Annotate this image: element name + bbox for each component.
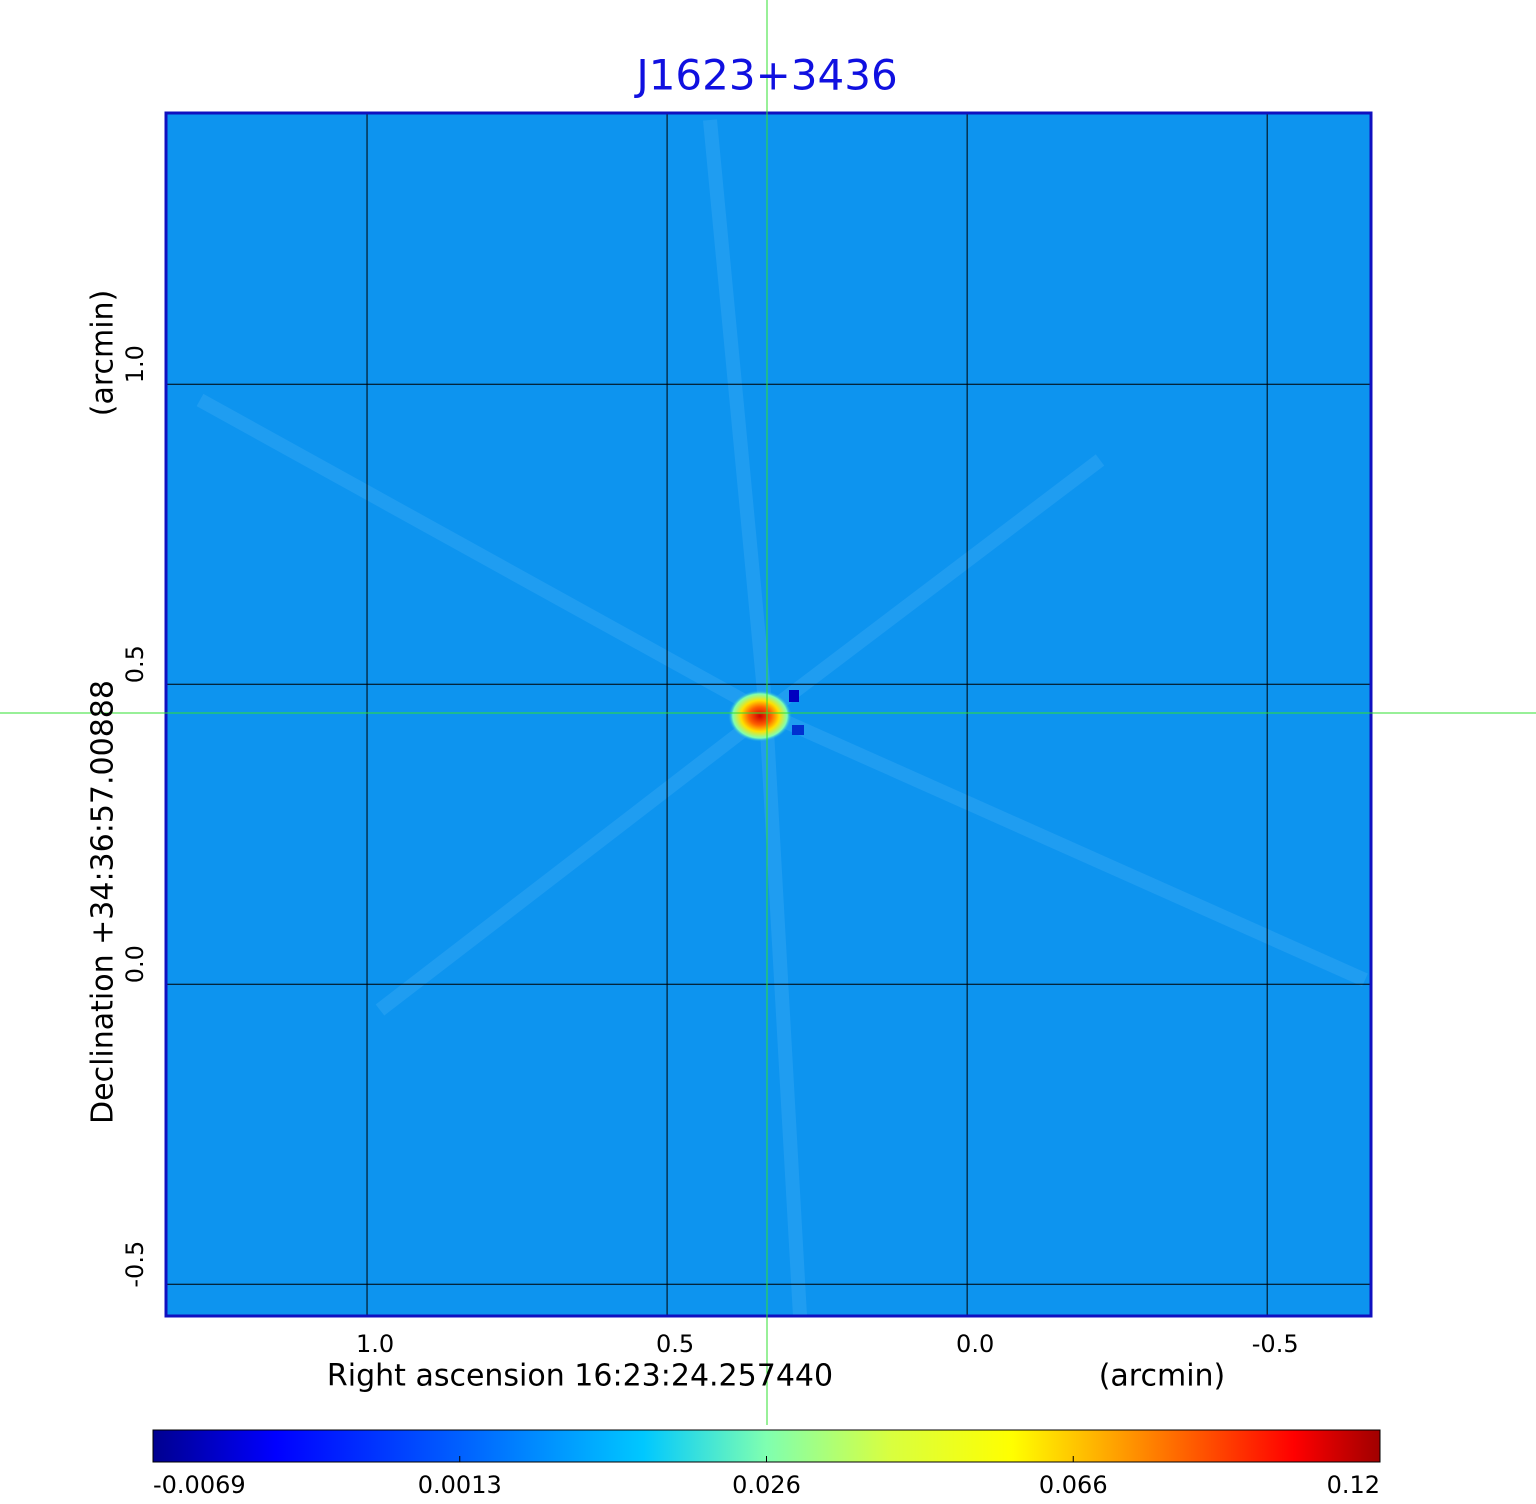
colorbar-tick-label: 0.0013 xyxy=(418,1471,502,1499)
y-tick-label: 1.0 xyxy=(121,345,149,383)
y-axis-unit: (arcmin) xyxy=(86,290,121,417)
plot-frame xyxy=(164,111,1373,1318)
chart-title: J1623+3436 xyxy=(633,51,897,100)
colorbar-tick-label: 0.066 xyxy=(1039,1471,1108,1499)
source xyxy=(728,690,792,742)
x-axis-unit: (arcmin) xyxy=(1099,1359,1226,1394)
sidelobes xyxy=(196,119,1368,1317)
y-tick-label: 0.0 xyxy=(121,945,149,983)
x-tick-label: -0.5 xyxy=(1252,1330,1299,1358)
x-tick-label: 0.0 xyxy=(956,1330,994,1358)
y-tick-label: -0.5 xyxy=(121,1241,149,1288)
x-axis-label: Right ascension 16:23:24.257440 xyxy=(327,1359,833,1394)
colorbar-tick-label: 0.026 xyxy=(732,1471,801,1499)
negative-pixel xyxy=(792,725,804,735)
x-tick-label: 0.5 xyxy=(656,1330,694,1358)
y-axis-label: Declination +34:36:57.00888 xyxy=(86,680,121,1124)
negative-pixel xyxy=(789,690,799,702)
x-tick-label: 1.0 xyxy=(356,1330,394,1358)
colorbar-tick-label: -0.0069 xyxy=(153,1471,246,1499)
colorbar-tick-label: 0.12 xyxy=(1327,1471,1380,1499)
y-tick-label: 0.5 xyxy=(121,645,149,683)
grid xyxy=(166,113,1371,1316)
